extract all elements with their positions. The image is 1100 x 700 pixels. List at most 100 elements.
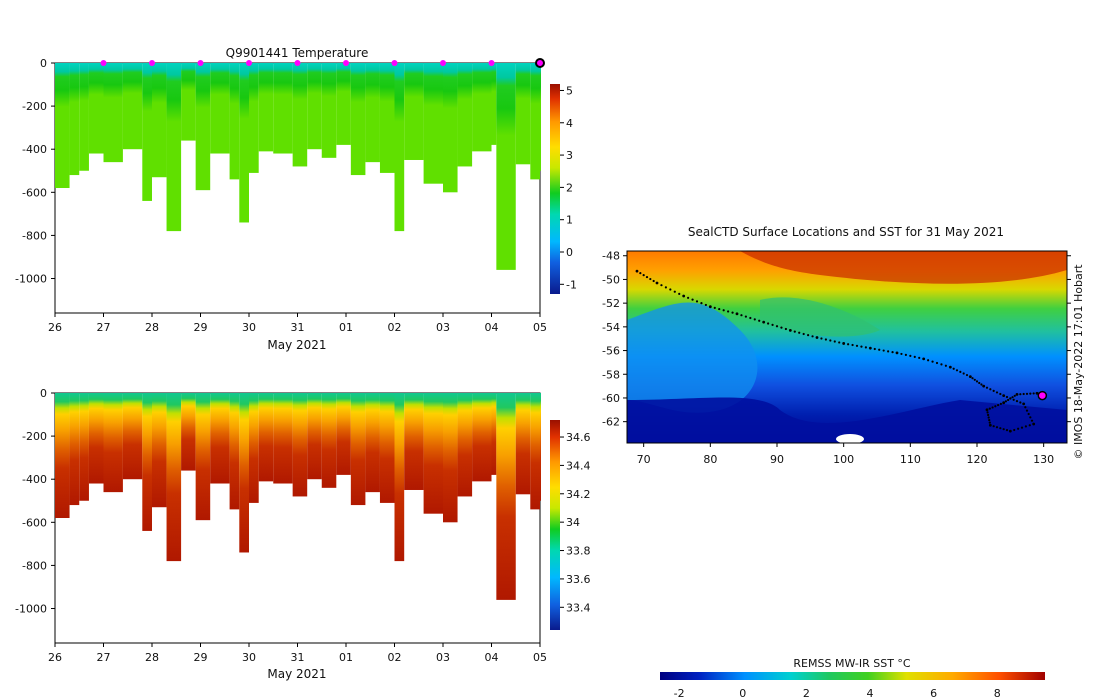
track-point [762, 320, 766, 324]
track-point [635, 269, 639, 273]
colorbar-tick-label: 0 [566, 246, 573, 259]
track-point [1019, 401, 1022, 404]
track-point [807, 334, 810, 337]
track-point [1007, 398, 1010, 402]
track-point [1002, 394, 1006, 397]
track-point [704, 303, 707, 307]
track-point [655, 281, 659, 285]
surface-markers [100, 58, 545, 68]
colorbar-tick-label: 6 [930, 687, 937, 700]
y-tick-label: -400 [22, 473, 47, 486]
profile-column [103, 393, 123, 493]
track-point [962, 372, 965, 375]
y-tick-label: -800 [22, 229, 47, 242]
profile-column [496, 63, 516, 270]
lon-tick-label: 130 [1033, 453, 1054, 466]
profile-column [307, 393, 322, 480]
map-title: SealCTD Surface Locations and SST for 31… [688, 225, 1004, 239]
track-point [1015, 400, 1019, 403]
track-point [992, 425, 995, 428]
track-point [664, 286, 667, 289]
y-tick-label: -800 [22, 559, 47, 572]
track-point [931, 360, 934, 363]
profile-column [88, 393, 104, 484]
profile-column [229, 393, 240, 510]
track-point [793, 330, 796, 333]
colorbar-tick-label: -1 [566, 278, 577, 291]
track-point [940, 363, 943, 366]
track-point [986, 411, 989, 414]
surface-marker [294, 60, 301, 66]
track-point [1022, 402, 1026, 406]
surface-marker [440, 60, 446, 66]
colorbar [660, 672, 1045, 680]
y-tick-label: -1000 [15, 273, 47, 286]
profile-column [239, 393, 249, 553]
track-point [660, 284, 663, 287]
profile-column [69, 63, 80, 176]
colorbar [550, 84, 560, 294]
y-axis: 0 -200 -400 -600 -800 -1000 [15, 387, 55, 616]
profile-column [195, 63, 211, 191]
track-point [1032, 422, 1036, 426]
track-point [988, 407, 991, 410]
y-axis: 0 -200 -400 -600 -800 -1000 [15, 57, 55, 286]
track-point [904, 353, 907, 357]
colorbar-tick-label: 4 [867, 687, 874, 700]
lon-tick-label: 120 [967, 453, 988, 466]
profile-column [423, 393, 443, 514]
track-point [695, 300, 699, 303]
y-tick-label: -600 [22, 186, 47, 199]
lat-tick-label: -60 [602, 392, 620, 405]
track-point [1017, 427, 1020, 430]
sst-colorbar: REMSS MW-IR SST °C -2 0 2 4 6 8 [660, 657, 1045, 700]
colorbar-tick-label: 1 [566, 214, 573, 227]
colorbar-ticks: -2 0 2 4 6 8 [674, 687, 1001, 700]
track-point [798, 331, 801, 334]
profile-column [292, 63, 308, 167]
x-tick-label: 27 [97, 651, 111, 664]
profile-column [166, 63, 182, 232]
track-point [735, 312, 739, 316]
profile-column [210, 393, 230, 484]
profile-column [404, 63, 424, 160]
track-point [987, 416, 990, 419]
lat-tick-label: -62 [602, 416, 620, 429]
track-point [1013, 428, 1016, 432]
track-point [900, 352, 903, 356]
colorbar-tick-label: 2 [803, 687, 810, 700]
track-point [868, 346, 872, 350]
profile-column [181, 393, 196, 471]
track-point [887, 350, 890, 353]
profile-column [515, 393, 531, 495]
track-point [718, 307, 721, 311]
track-point [975, 380, 979, 383]
colorbar-tick-label: 4 [566, 117, 573, 130]
track-point [682, 294, 686, 298]
profile-column [336, 63, 351, 145]
track-point [811, 335, 814, 338]
profile-column [166, 393, 182, 562]
track-point [878, 348, 881, 351]
track-point [1002, 428, 1005, 431]
profile-column [336, 393, 351, 475]
track-point [952, 367, 955, 370]
y-tick-label: -1000 [15, 603, 47, 616]
track-point [1004, 400, 1007, 403]
salinity-section-chart: 0 -200 -400 -600 -800 -1000 26 27 28 29 30 31 01 02 0… [15, 387, 590, 681]
track-point [922, 357, 926, 361]
track-point [842, 342, 846, 345]
track-point [771, 323, 774, 326]
track-point [1005, 395, 1009, 399]
profile-column [515, 63, 531, 165]
track-point [995, 426, 999, 429]
profile-column [379, 63, 395, 173]
x-axis: 26 27 28 29 30 31 01 02 03 04 05 [48, 313, 547, 334]
profile-column [307, 63, 322, 150]
track-point [913, 355, 916, 358]
track-point [788, 329, 792, 332]
profile-column [404, 393, 424, 490]
lat-tick-label: -48 [602, 250, 620, 263]
track-point [989, 388, 992, 391]
